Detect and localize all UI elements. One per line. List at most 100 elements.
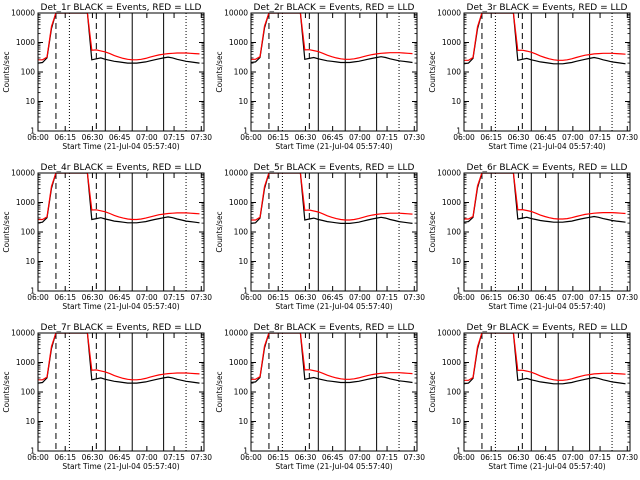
x-tick-label: 07:15	[589, 133, 611, 142]
y-tick-label: 10000	[224, 329, 248, 338]
x-tick-label: 06:45	[535, 453, 557, 462]
panel-title: Det_7r BLACK = Events, RED = LLD	[41, 323, 202, 333]
x-tick-label: 07:30	[190, 453, 212, 462]
series-line-events	[251, 173, 413, 224]
y-axis-label: Counts/sec	[215, 371, 224, 412]
y-tick-label: 1000	[229, 38, 248, 47]
x-tick-label: 07:30	[403, 133, 425, 142]
y-tick-label: 1000	[442, 38, 461, 47]
chart-panel-3: Det_3r BLACK = Events, RED = LLD Counts/s…	[428, 3, 638, 151]
x-tick-label: 07:00	[349, 453, 371, 462]
plot-frame	[463, 332, 631, 452]
y-tick-label: 10000	[224, 169, 248, 178]
y-tick-label: 100	[234, 228, 249, 237]
y-tick-label: 100	[447, 68, 462, 77]
y-axis-label: Counts/sec	[2, 51, 11, 92]
series-line-events	[464, 13, 626, 65]
x-tick-label: 07:15	[376, 453, 398, 462]
x-tick-label: 06:30	[508, 453, 530, 462]
y-tick-label: 1	[30, 127, 35, 136]
x-axis-label: Start Time (21-Jul-04 05:57:40)	[62, 462, 179, 471]
x-tick-label: 06:00	[453, 453, 475, 462]
panel-title: Det_1r BLACK = Events, RED = LLD	[41, 3, 202, 13]
series-line-lld	[251, 333, 413, 380]
series-line-lld	[464, 13, 626, 61]
x-tick-label: 07:30	[616, 133, 638, 142]
x-tick-label: 07:15	[589, 293, 611, 302]
series-line-events	[38, 173, 200, 224]
y-axis-label: Counts/sec	[2, 371, 11, 412]
x-axis-label: Start Time (21-Jul-04 05:57:40)	[275, 462, 392, 471]
x-tick-label: 07:30	[403, 453, 425, 462]
x-tick-label: 06:00	[240, 293, 262, 302]
x-tick-label: 06:45	[322, 133, 344, 142]
y-tick-label: 1000	[16, 358, 35, 367]
x-tick-label: 06:15	[480, 293, 502, 302]
y-tick-label: 10	[25, 97, 35, 106]
y-tick-label: 10000	[11, 169, 35, 178]
series-line-lld	[38, 13, 200, 61]
y-tick-label: 1	[243, 447, 248, 456]
x-tick-label: 07:00	[349, 293, 371, 302]
x-axis-label: Start Time (21-Jul-04 05:57:40)	[488, 142, 605, 151]
series-line-events	[464, 333, 626, 385]
chart-panel-7: Det_7r BLACK = Events, RED = LLD Counts/s…	[2, 323, 212, 471]
y-tick-label: 100	[21, 388, 36, 397]
x-tick-label: 07:30	[190, 133, 212, 142]
y-tick-label: 1	[30, 287, 35, 296]
x-tick-label: 06:15	[267, 133, 289, 142]
y-tick-label: 100	[447, 388, 462, 397]
x-tick-label: 07:15	[589, 453, 611, 462]
panel-title: Det_6r BLACK = Events, RED = LLD	[467, 163, 628, 173]
y-tick-label: 1	[456, 127, 461, 136]
y-tick-label: 1000	[16, 38, 35, 47]
x-tick-label: 06:15	[54, 133, 76, 142]
series-line-events	[464, 173, 626, 223]
y-tick-label: 10	[451, 417, 461, 426]
chart-panel-1: Det_1r BLACK = Events, RED = LLD Counts/s…	[2, 3, 212, 151]
series-line-events	[38, 333, 200, 384]
x-tick-label: 06:15	[267, 453, 289, 462]
panel-title: Det_5r BLACK = Events, RED = LLD	[254, 163, 415, 173]
x-tick-label: 07:15	[376, 133, 398, 142]
plot-frame	[37, 332, 205, 452]
x-tick-label: 07:15	[163, 133, 185, 142]
x-tick-label: 06:15	[267, 293, 289, 302]
x-tick-label: 06:00	[240, 133, 262, 142]
y-tick-label: 1000	[16, 198, 35, 207]
x-tick-label: 07:00	[562, 293, 584, 302]
x-tick-label: 06:45	[109, 453, 131, 462]
y-tick-label: 10	[25, 417, 35, 426]
x-tick-label: 06:30	[508, 133, 530, 142]
y-tick-label: 100	[234, 68, 249, 77]
plot-frame	[250, 332, 418, 452]
chart-panel-8: Det_8r BLACK = Events, RED = LLD Counts/s…	[215, 323, 425, 471]
x-tick-label: 07:30	[190, 293, 212, 302]
series-line-events	[251, 333, 413, 384]
y-tick-label: 100	[21, 228, 36, 237]
x-tick-label: 06:30	[508, 293, 530, 302]
y-tick-label: 1000	[229, 358, 248, 367]
y-tick-label: 1	[30, 447, 35, 456]
chart-panel-2: Det_2r BLACK = Events, RED = LLD Counts/s…	[215, 3, 425, 151]
x-tick-label: 06:00	[453, 133, 475, 142]
y-tick-label: 100	[21, 68, 36, 77]
x-tick-label: 07:00	[136, 293, 158, 302]
y-tick-label: 10	[25, 257, 35, 266]
y-axis-label: Counts/sec	[428, 51, 437, 92]
panel-title: Det_3r BLACK = Events, RED = LLD	[467, 3, 628, 13]
y-tick-label: 10	[238, 417, 248, 426]
y-tick-label: 1	[456, 287, 461, 296]
y-tick-label: 1	[243, 287, 248, 296]
x-tick-label: 06:45	[322, 453, 344, 462]
y-tick-label: 10000	[437, 329, 461, 338]
x-tick-label: 06:00	[453, 293, 475, 302]
series-line-events	[251, 13, 413, 64]
x-tick-label: 07:00	[136, 453, 158, 462]
x-axis-label: Start Time (21-Jul-04 05:57:40)	[275, 302, 392, 311]
x-tick-label: 07:30	[616, 453, 638, 462]
plot-frame	[463, 12, 631, 132]
x-tick-label: 06:00	[27, 293, 49, 302]
x-axis-label: Start Time (21-Jul-04 05:57:40)	[275, 142, 392, 151]
x-tick-label: 06:45	[322, 293, 344, 302]
